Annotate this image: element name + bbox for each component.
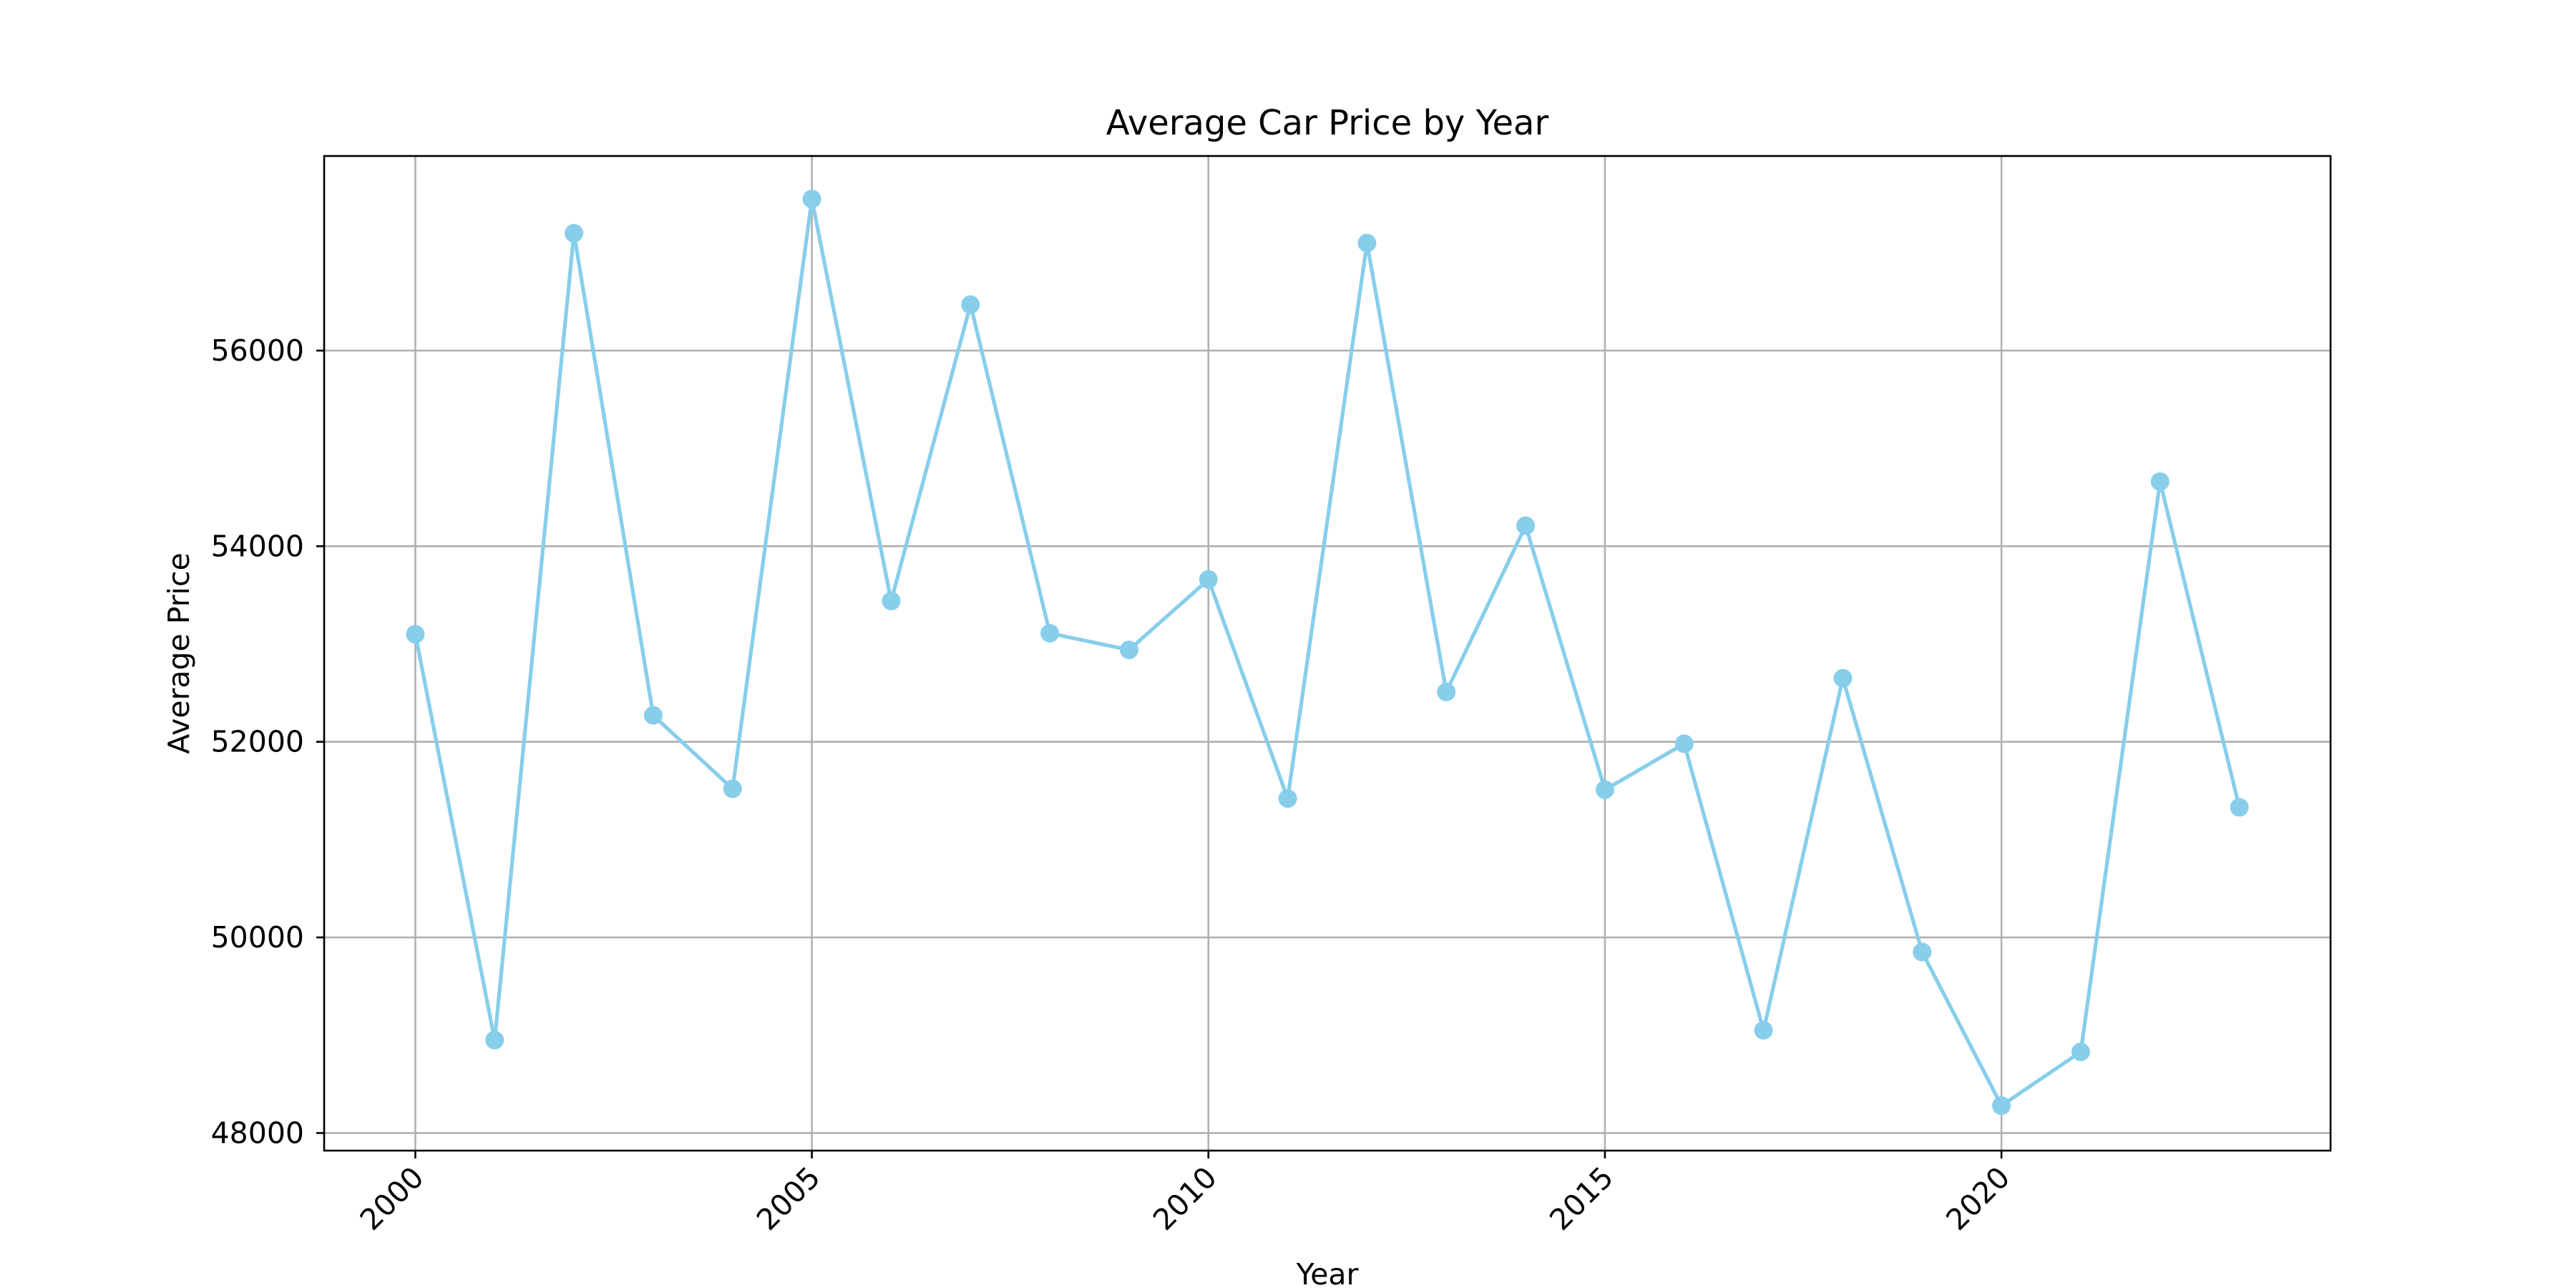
data-point bbox=[1595, 780, 1614, 799]
data-point bbox=[1833, 668, 1853, 688]
data-point bbox=[2230, 798, 2249, 817]
x-axis-label: Year bbox=[1296, 1257, 1359, 1288]
data-point bbox=[565, 223, 584, 243]
data-point bbox=[1040, 623, 1060, 643]
data-point bbox=[1437, 682, 1456, 701]
plot-frame bbox=[323, 155, 2332, 1152]
axis-ticks: 2000 2005 2010 2015 2020 48000 50000 52000 54000… bbox=[211, 333, 2017, 1237]
y-tick-label: 52000 bbox=[211, 725, 304, 759]
x-tick-label: 2015 bbox=[1543, 1160, 1620, 1237]
x-tick-label: 2020 bbox=[1939, 1160, 2016, 1237]
data-point bbox=[802, 190, 821, 209]
series-layer bbox=[406, 190, 2249, 1116]
data-point bbox=[2150, 472, 2170, 492]
x-tick-label: 2010 bbox=[1146, 1160, 1224, 1237]
y-axis-label: Average Price bbox=[162, 552, 196, 753]
y-tick-label: 48000 bbox=[211, 1116, 304, 1150]
data-point bbox=[406, 625, 425, 644]
data-point bbox=[485, 1030, 504, 1050]
y-tick-label: 54000 bbox=[211, 529, 304, 563]
data-point bbox=[1357, 233, 1377, 253]
data-point bbox=[1199, 570, 1218, 589]
data-point bbox=[1754, 1020, 1773, 1040]
chart-title: Average Car Price by Year bbox=[1106, 103, 1549, 143]
data-point bbox=[1992, 1096, 2011, 1116]
x-tick-label: 2005 bbox=[750, 1160, 827, 1237]
y-tick-label: 56000 bbox=[211, 333, 304, 368]
data-point bbox=[1674, 734, 1694, 753]
series-line bbox=[413, 197, 2242, 1108]
data-point bbox=[1278, 789, 1297, 808]
data-point bbox=[2071, 1042, 2090, 1061]
x-tick-label: 2000 bbox=[353, 1160, 431, 1237]
data-point bbox=[961, 295, 980, 314]
data-point bbox=[1913, 942, 1932, 962]
data-point bbox=[723, 779, 742, 799]
data-point bbox=[643, 706, 663, 725]
y-tick-label: 50000 bbox=[211, 920, 304, 955]
grid-lines bbox=[324, 156, 2331, 1151]
data-point bbox=[1119, 640, 1138, 660]
data-point bbox=[1516, 516, 1536, 535]
data-point bbox=[882, 591, 901, 610]
